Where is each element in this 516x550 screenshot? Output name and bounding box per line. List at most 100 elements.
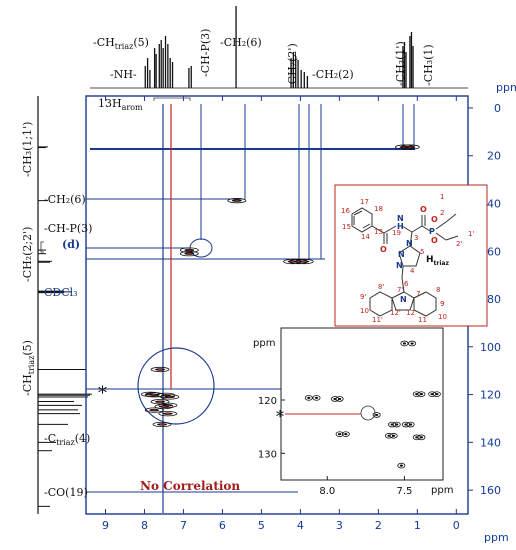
- y-tick-label: 60: [487, 245, 501, 258]
- svg-text:14: 14: [361, 233, 370, 241]
- inset-peak: [335, 431, 344, 437]
- svg-text:2: 2: [440, 209, 444, 217]
- label-c-ch-p-3: -CH-P(3): [44, 222, 92, 235]
- label-c-ch2-6: -CH₂(6): [44, 193, 86, 206]
- svg-text:11': 11': [372, 316, 383, 324]
- svg-text:3: 3: [414, 234, 418, 242]
- label-ch2-2-2prime: -CH₂(2;2'): [21, 227, 34, 282]
- label-cdcl3: CDCl₃: [44, 286, 78, 299]
- x-tick-label: 7: [180, 519, 187, 532]
- inset-y-tick-label: 120: [258, 396, 277, 407]
- y-tick-label: 160: [480, 484, 501, 497]
- carbon-projection: [37, 96, 92, 514]
- x-tick-label: 5: [258, 519, 265, 532]
- inset-peak: [417, 391, 426, 397]
- inset-peak: [432, 391, 441, 397]
- svg-text:O: O: [431, 215, 438, 224]
- inset-peak: [400, 340, 409, 347]
- inset-triazole-circle: [360, 405, 376, 421]
- inset-peak: [389, 432, 398, 439]
- svg-text:7': 7': [397, 286, 403, 294]
- x-tick-label: 0: [453, 519, 460, 532]
- svg-text:6: 6: [404, 280, 409, 288]
- inset-x-tick-label: 7.5: [396, 486, 412, 497]
- svg-text:O: O: [420, 205, 427, 214]
- svg-text:11: 11: [418, 316, 427, 324]
- y-tick-label: 100: [480, 341, 501, 354]
- inset-peak: [392, 421, 401, 428]
- inset-peaks: [304, 340, 441, 469]
- svg-text:12': 12': [390, 309, 401, 317]
- x-tick-label: 3: [336, 519, 343, 532]
- inset-axes: 8.0 7.5 120 130: [258, 396, 412, 497]
- x-tick-label: 9: [102, 519, 109, 532]
- no-correlation-label: No Correlation: [140, 479, 240, 493]
- cross-peak: [294, 258, 314, 265]
- structure-h-triaz: Htriaz: [426, 255, 449, 267]
- cross-peaks: [140, 144, 420, 428]
- label-ch3-1-1prime: -CH₃(1;1'): [21, 122, 34, 177]
- y-tick-label: 120: [480, 389, 501, 402]
- svg-text:H: H: [397, 222, 404, 231]
- label-nh: -NH-: [110, 68, 137, 81]
- proton-projection: [90, 6, 468, 89]
- svg-text:2': 2': [456, 240, 462, 248]
- svg-text:13: 13: [374, 228, 383, 236]
- label-co-19: -CO(19): [44, 486, 88, 499]
- inset-y-tick-label: 130: [258, 449, 277, 460]
- star-marker: *: [98, 383, 107, 404]
- cross-peak: [179, 247, 199, 253]
- inset-y-unit: ppm: [253, 338, 275, 349]
- x-tick-label: 2: [375, 519, 382, 532]
- inset-peak: [406, 421, 415, 428]
- inset-x-tick-label: 8.0: [319, 486, 335, 497]
- svg-text:18: 18: [374, 205, 383, 213]
- aromatic-region-circle: [137, 347, 215, 425]
- arom-bracket: [153, 97, 191, 101]
- inset-peak: [417, 434, 426, 441]
- label-d-bracket: [40, 241, 44, 253]
- svg-text:O: O: [380, 245, 387, 254]
- cross-peak: [144, 407, 164, 413]
- inset-peak: [335, 396, 344, 402]
- label-d: (d): [62, 238, 80, 251]
- svg-text:N: N: [396, 261, 403, 270]
- svg-text:4: 4: [410, 267, 415, 275]
- svg-text:N: N: [398, 250, 405, 259]
- svg-text:8: 8: [436, 286, 440, 294]
- svg-text:12: 12: [406, 309, 415, 317]
- cross-peak: [400, 144, 420, 150]
- cross-peak: [154, 403, 174, 410]
- y-tick-label: 40: [487, 197, 501, 210]
- x-tick-label: 6: [219, 519, 226, 532]
- label-ch-p-3: -CH-P(3): [199, 29, 212, 77]
- svg-text:P: P: [429, 227, 435, 236]
- svg-text:1': 1': [468, 230, 474, 238]
- svg-text:N: N: [406, 239, 413, 248]
- cross-peak: [227, 198, 247, 204]
- svg-text:1: 1: [440, 193, 444, 201]
- x-axis-unit-bottom: ppm: [484, 531, 509, 544]
- svg-text:9: 9: [440, 300, 444, 308]
- cross-peak: [179, 251, 199, 257]
- inset-peak: [408, 340, 417, 347]
- x-tick-label: 4: [297, 519, 304, 532]
- inset-peak: [372, 412, 381, 418]
- y-tick-label: 20: [487, 150, 501, 163]
- proton-labels: -CH₂(6) -CH₃(1') -CH₃(1) -NH- -CH-P(3) -…: [93, 29, 435, 112]
- cross-peak: [152, 421, 172, 428]
- svg-text:19: 19: [392, 229, 401, 237]
- structure-frame: [334, 184, 488, 327]
- svg-text:15: 15: [342, 223, 351, 231]
- label-ch2-6: -CH₂(6): [220, 36, 262, 49]
- svg-text:O: O: [431, 236, 438, 245]
- inset-peak: [341, 431, 350, 437]
- x-tick-label: 8: [141, 519, 148, 532]
- inset-peak: [312, 395, 321, 401]
- svg-text:16: 16: [341, 207, 350, 215]
- cross-peak: [158, 411, 178, 417]
- svg-text:10': 10': [360, 307, 371, 315]
- svg-text:8': 8': [378, 283, 384, 291]
